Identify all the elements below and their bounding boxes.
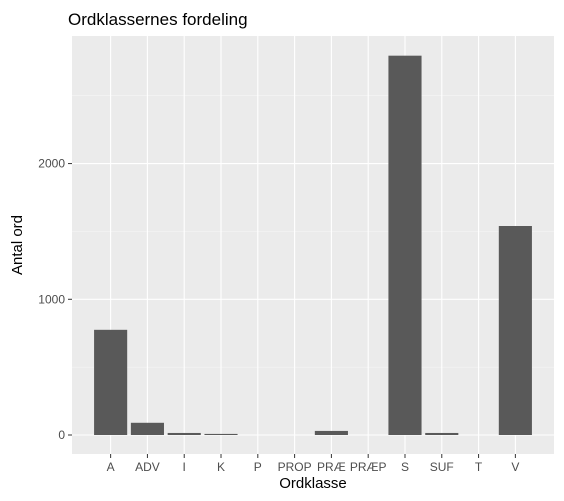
x-axis-title: Ordklasse — [279, 475, 347, 492]
x-tick-label: A — [107, 460, 115, 474]
bars — [94, 55, 532, 436]
bar-PRÆ — [314, 430, 348, 435]
y-tick-label: 0 — [58, 428, 65, 442]
bar-K — [204, 433, 238, 435]
bar-S — [388, 55, 422, 436]
x-tick-label: P — [254, 460, 262, 474]
bar-ADV — [130, 422, 164, 435]
x-tick-label: SUF — [430, 460, 454, 474]
x-axis: A ADV I K P PROP PRÆ PRÆP S SUF T V — [107, 454, 519, 474]
x-tick-label: K — [217, 460, 225, 474]
x-tick-label: I — [183, 460, 186, 474]
bar-I — [167, 432, 201, 435]
x-tick-label: PRÆP — [350, 460, 387, 474]
bar-A — [94, 329, 128, 435]
bar-SUF — [425, 432, 459, 435]
y-axis: 0 1000 2000 — [38, 157, 72, 442]
x-tick-label: PRÆ — [317, 460, 346, 474]
x-tick-label: PROP — [278, 460, 312, 474]
bar-V — [498, 226, 532, 435]
y-axis-title: Antal ord — [9, 215, 26, 275]
x-tick-label: V — [511, 460, 519, 474]
x-tick-label: T — [475, 460, 483, 474]
y-tick-label: 1000 — [38, 292, 65, 306]
chart-title: Ordklassernes fordeling — [68, 10, 248, 29]
x-tick-label: ADV — [135, 460, 160, 474]
y-tick-label: 2000 — [38, 157, 65, 171]
x-tick-label: S — [401, 460, 409, 474]
plot-panel — [72, 36, 554, 454]
